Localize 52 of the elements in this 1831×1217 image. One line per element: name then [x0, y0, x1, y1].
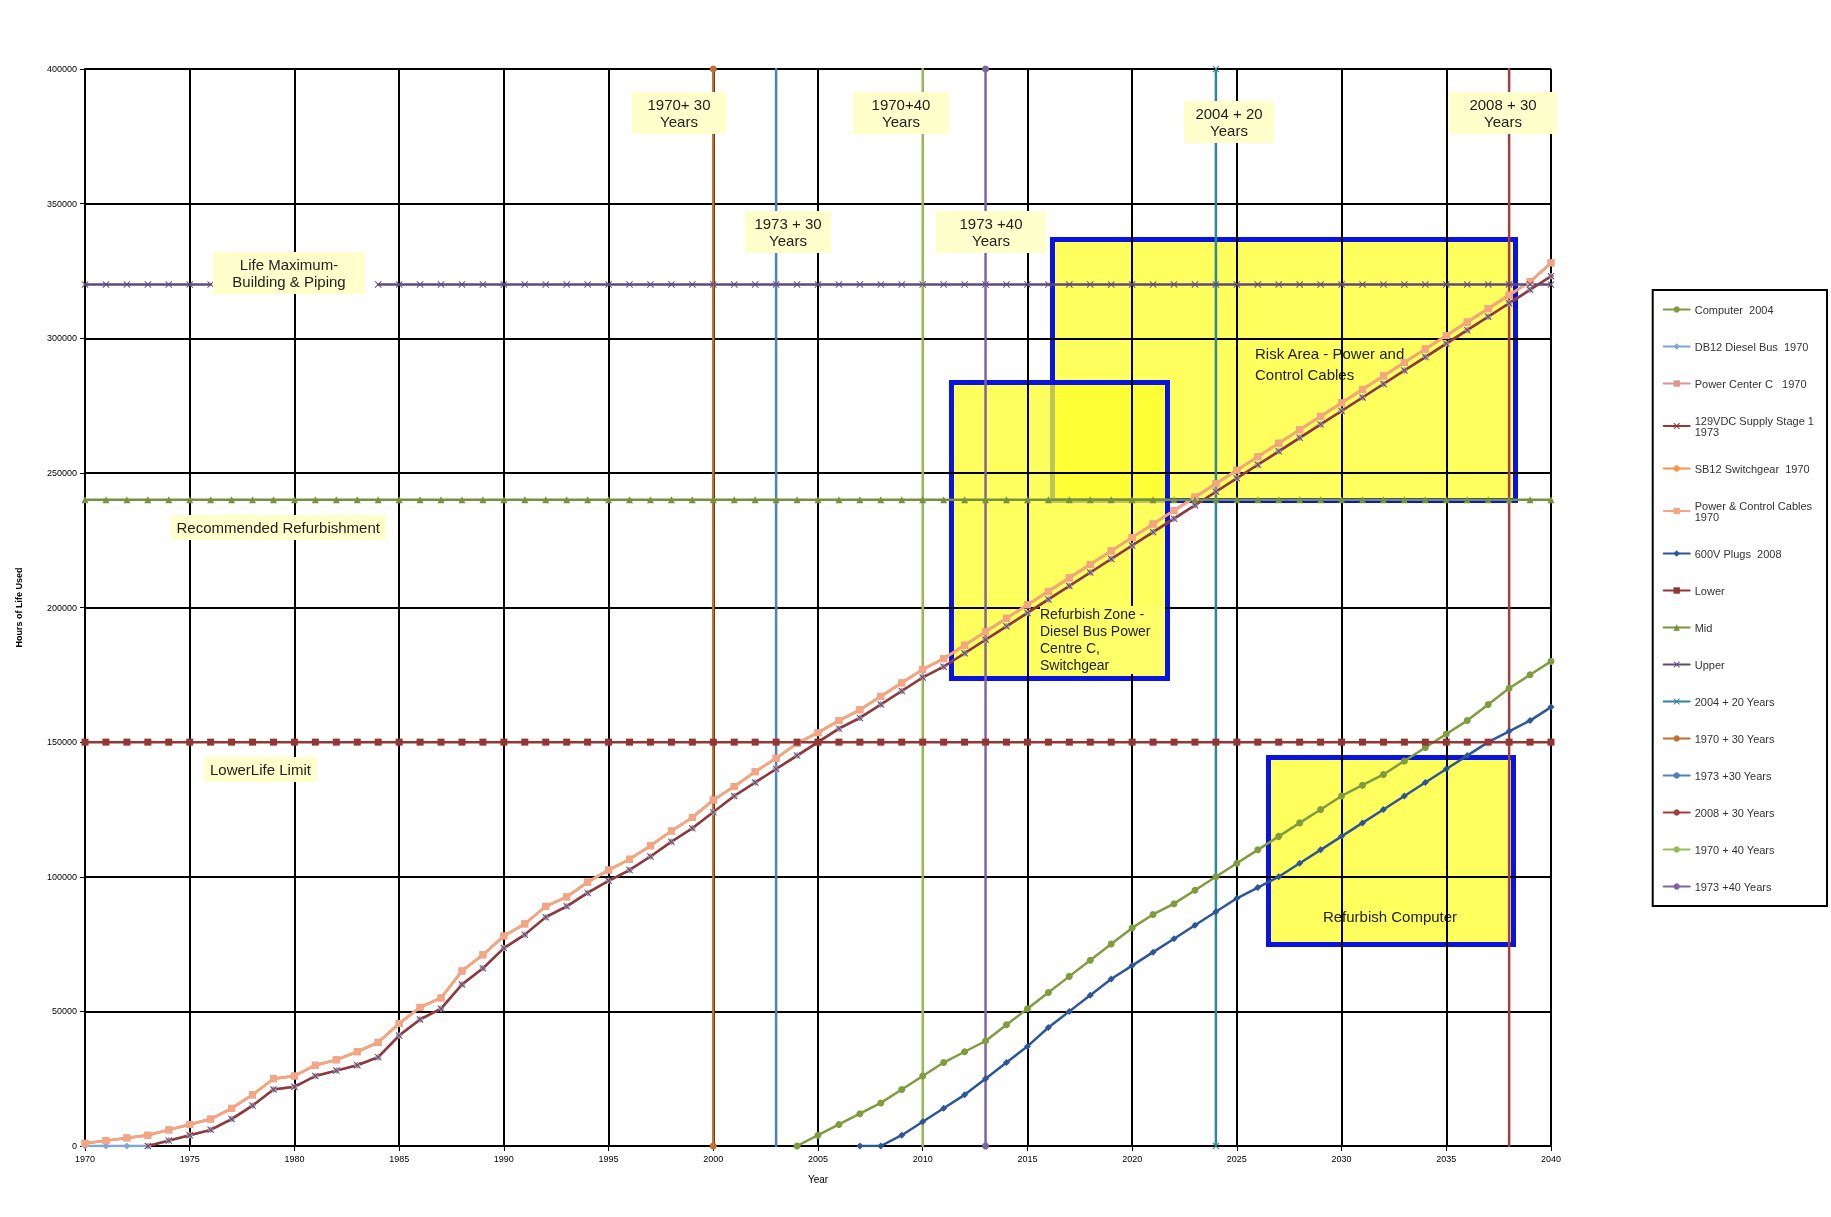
legend-label: 600V Plugs 2008 [1694, 547, 1782, 560]
x-tick-label: 2010 [912, 1153, 933, 1164]
y-tick-label: 100000 [46, 871, 77, 882]
y-tick-label: 300000 [46, 333, 77, 344]
x-tick-label: 2000 [703, 1153, 724, 1164]
annotation: Recommended Refurbishment [170, 515, 386, 540]
annotation: Refurbish Zone - Diesel Bus Power Centre C, Switchgear [1040, 606, 1165, 674]
legend-label: 1973 +40 Years [1694, 880, 1772, 893]
legend-label: Upper [1694, 658, 1725, 671]
annotation: 1970+40 Years [853, 92, 949, 134]
x-tick-label: 2005 [807, 1153, 829, 1164]
y-tick-label: 0 [71, 1141, 77, 1151]
x-tick-label: 1990 [493, 1153, 514, 1164]
y-tick-label: 150000 [46, 737, 77, 748]
annotation: Life Maximum- Building & Piping [213, 252, 365, 294]
annotation: 1973 + 30 Years [745, 211, 831, 253]
legend-label: 129VDC Supply Stage 1 1973 [1694, 414, 1818, 438]
x-tick-label: 1995 [598, 1153, 619, 1164]
annotation: 2008 + 30 Years [1449, 92, 1557, 134]
legend-label: 1970 + 40 Years [1694, 843, 1776, 856]
x-tick-label: 2025 [1226, 1153, 1247, 1164]
y-tick-label: 350000 [46, 198, 77, 209]
legend-label: Lower [1694, 584, 1725, 597]
legend-label: DB12 Diesel Bus 1970 [1694, 340, 1809, 353]
x-tick-label: 2020 [1122, 1153, 1143, 1164]
annotation: 1970+ 30 Years [632, 92, 726, 134]
legend-label: 1970 + 30 Years [1694, 732, 1776, 745]
legend-label: 2008 + 30 Years [1694, 806, 1776, 819]
x-tick-label: 1970 [74, 1153, 96, 1164]
x-tick-label: 1980 [284, 1153, 305, 1164]
annotation: LowerLife Limit [204, 757, 317, 782]
y-tick-label: 50000 [51, 1006, 77, 1017]
x-tick-label: 1985 [389, 1153, 410, 1164]
legend-label: Computer 2004 [1694, 303, 1774, 316]
x-tick-label: 2035 [1436, 1153, 1457, 1164]
x-axis-title: Year [807, 1173, 829, 1185]
y-tick-label: 200000 [46, 602, 77, 613]
legend-label: Power & Control Cables 1970 [1694, 499, 1816, 523]
y-tick-label: 400000 [46, 64, 77, 74]
annotation: 2004 + 20 Years [1184, 101, 1274, 143]
y-tick-label: 250000 [46, 467, 77, 478]
y-axis-title: Hours of Life Used [13, 567, 24, 648]
legend-label: 1973 +30 Years [1694, 769, 1772, 782]
legend-label: Power Center C 1970 [1694, 377, 1807, 390]
annotation: 1973 +40 Years [936, 211, 1046, 253]
legend-label: 2004 + 20 Years [1694, 695, 1776, 708]
legend-label: Mid [1694, 621, 1713, 634]
x-tick-label: 2030 [1331, 1153, 1352, 1164]
x-tick-label: 2015 [1017, 1153, 1038, 1164]
legend-label: SB12 Switchgear 1970 [1694, 462, 1810, 475]
x-tick-label: 2040 [1540, 1153, 1562, 1164]
x-tick-label: 1975 [179, 1153, 200, 1164]
